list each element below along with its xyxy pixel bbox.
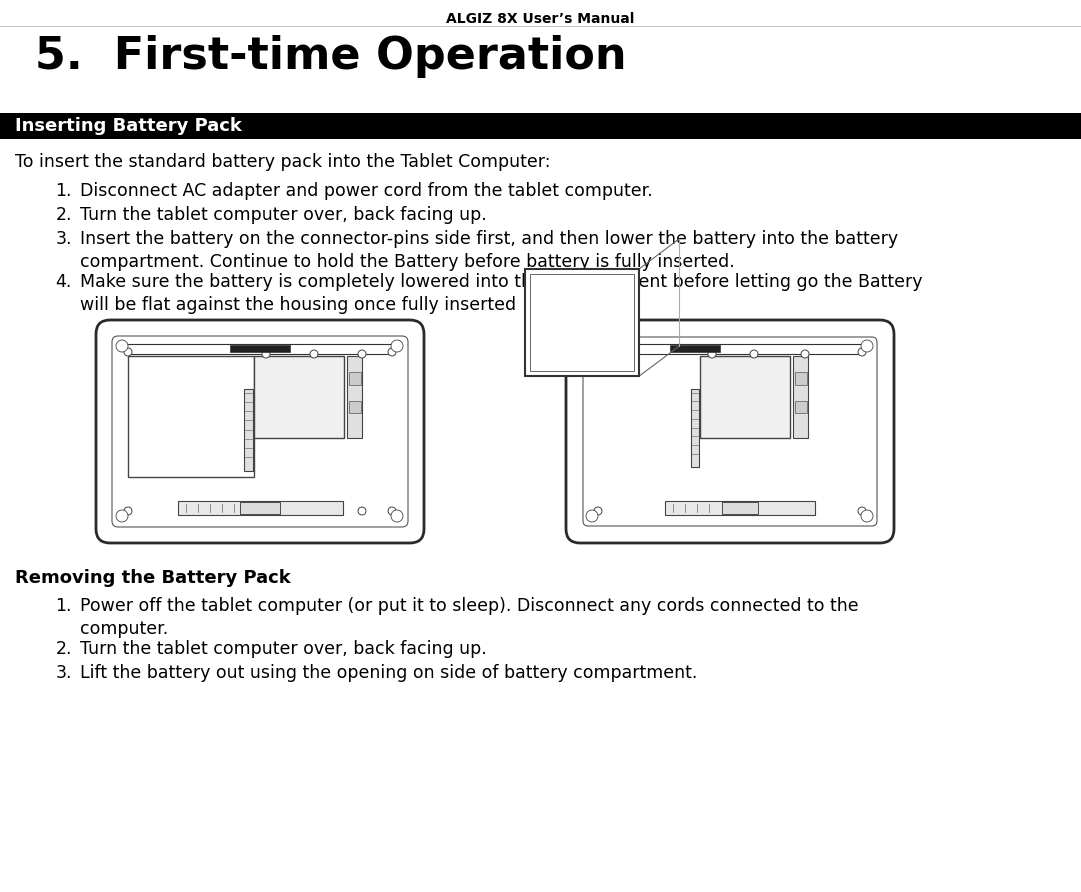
Text: 5.  First-time Operation: 5. First-time Operation: [35, 35, 627, 78]
Circle shape: [391, 510, 403, 522]
Bar: [793, 356, 808, 438]
Bar: [855, 504, 880, 529]
Circle shape: [391, 340, 403, 352]
Bar: [0, 113, 1081, 139]
Bar: [177, 501, 343, 515]
Bar: [691, 389, 699, 467]
Circle shape: [586, 340, 598, 352]
Text: Removing the Battery Pack: Removing the Battery Pack: [15, 569, 291, 587]
Circle shape: [858, 348, 866, 356]
Bar: [348, 401, 360, 413]
Circle shape: [750, 507, 758, 515]
Circle shape: [750, 350, 758, 358]
Bar: [240, 502, 280, 514]
Text: Insert the battery on the connector-pins side first, and then lower the battery : Insert the battery on the connector-pins…: [80, 230, 898, 271]
Text: Lift the battery out using the opening on side of battery compartment.: Lift the battery out using the opening o…: [80, 664, 697, 682]
Circle shape: [116, 340, 128, 352]
FancyBboxPatch shape: [96, 320, 424, 543]
Circle shape: [262, 507, 270, 515]
Circle shape: [708, 507, 716, 515]
Circle shape: [860, 340, 873, 352]
Bar: [230, 345, 290, 352]
Circle shape: [858, 507, 866, 515]
Circle shape: [310, 350, 318, 358]
Text: Turn the tablet computer over, back facing up.: Turn the tablet computer over, back faci…: [80, 206, 486, 224]
Circle shape: [860, 510, 873, 522]
Bar: [110, 504, 135, 529]
Circle shape: [593, 507, 602, 515]
Bar: [110, 334, 135, 359]
Text: Disconnect AC adapter and power cord from the tablet computer.: Disconnect AC adapter and power cord fro…: [80, 182, 653, 200]
Circle shape: [358, 507, 366, 515]
Text: 4.: 4.: [55, 273, 72, 291]
Text: ALGIZ 8X User’s Manual: ALGIZ 8X User’s Manual: [446, 12, 635, 26]
Text: 1.: 1.: [55, 182, 72, 200]
Circle shape: [124, 507, 132, 515]
Bar: [126, 344, 393, 354]
Text: To insert the standard battery pack into the Tablet Computer:: To insert the standard battery pack into…: [15, 153, 550, 171]
Bar: [580, 334, 605, 359]
Bar: [385, 504, 410, 529]
Circle shape: [388, 348, 396, 356]
Bar: [525, 269, 639, 376]
Circle shape: [124, 348, 132, 356]
Text: 1.: 1.: [55, 597, 72, 615]
Circle shape: [116, 510, 128, 522]
Text: 2.: 2.: [55, 206, 72, 224]
Text: 2.: 2.: [55, 640, 72, 658]
Text: Make sure the battery is completely lowered into the compartment before letting : Make sure the battery is completely lowe…: [80, 273, 922, 314]
Circle shape: [262, 350, 270, 358]
FancyBboxPatch shape: [112, 336, 408, 527]
Text: Turn the tablet computer over, back facing up.: Turn the tablet computer over, back faci…: [80, 640, 486, 658]
Bar: [385, 334, 410, 359]
FancyBboxPatch shape: [566, 320, 894, 543]
Text: 3.: 3.: [55, 230, 72, 248]
Circle shape: [310, 507, 318, 515]
Bar: [580, 504, 605, 529]
Bar: [243, 389, 253, 470]
Circle shape: [801, 350, 809, 358]
Bar: [670, 345, 720, 352]
Bar: [722, 502, 758, 514]
Bar: [596, 344, 864, 354]
Bar: [530, 274, 633, 371]
Bar: [700, 356, 790, 438]
Circle shape: [388, 507, 396, 515]
Bar: [795, 401, 806, 413]
Bar: [348, 372, 360, 384]
Circle shape: [593, 348, 602, 356]
Text: Inserting Battery Pack: Inserting Battery Pack: [15, 117, 242, 135]
Bar: [855, 334, 880, 359]
Bar: [795, 372, 806, 384]
Text: 3.: 3.: [55, 664, 72, 682]
Circle shape: [358, 350, 366, 358]
Bar: [128, 356, 254, 477]
Text: Power off the tablet computer (or put it to sleep). Disconnect any cords connect: Power off the tablet computer (or put it…: [80, 597, 858, 638]
Bar: [347, 356, 362, 438]
FancyBboxPatch shape: [583, 337, 877, 526]
Bar: [254, 356, 344, 438]
Bar: [665, 501, 815, 515]
Circle shape: [586, 510, 598, 522]
Circle shape: [708, 350, 716, 358]
